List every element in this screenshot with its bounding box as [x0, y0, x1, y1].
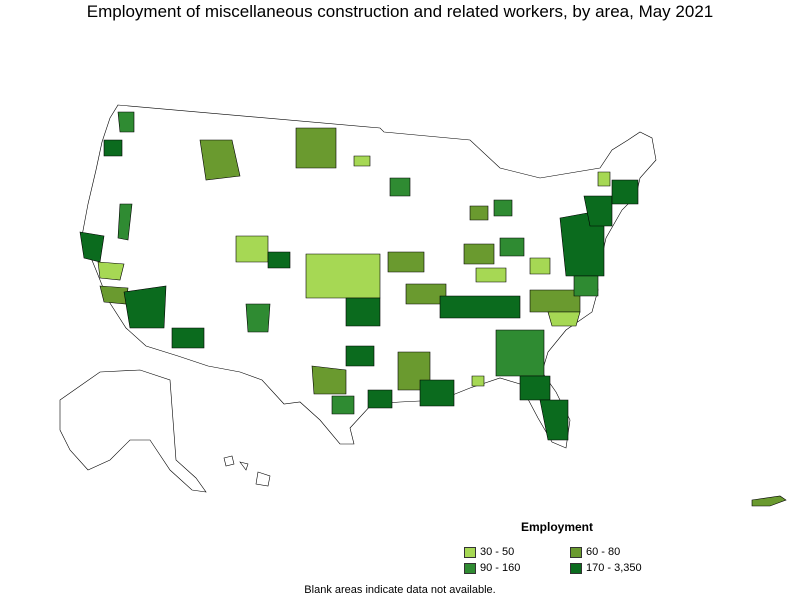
legend-item-170-3350: 170 - 3,350: [570, 562, 642, 574]
area-northeast-nd: [353, 155, 371, 167]
area-georgia: [495, 329, 545, 377]
area-south-florida: [539, 399, 569, 441]
area-montana-east: [295, 127, 337, 169]
area-wisconsin: [469, 205, 489, 221]
area-san-antonio: [331, 395, 355, 415]
area-new-orleans: [419, 379, 455, 407]
legend-item-60-80: 60 - 80: [570, 546, 620, 558]
area-michigan: [493, 199, 513, 217]
area-maine: [597, 171, 611, 187]
area-la: [99, 285, 129, 305]
legend-label: 90 - 160: [480, 562, 521, 574]
puerto-rico-outline: [751, 495, 787, 507]
area-dallas: [345, 345, 375, 367]
map-title: Employment of miscellaneous construction…: [86, 2, 714, 21]
area-new-york: [583, 195, 613, 227]
legend-label: 170 - 3,350: [586, 562, 642, 574]
area-houston: [367, 389, 393, 409]
area-utah: [235, 235, 269, 263]
legend-label: 30 - 50: [480, 546, 515, 558]
area-sf-bay: [79, 231, 105, 263]
area-denver: [267, 251, 291, 269]
area-alabama: [471, 375, 485, 387]
area-illinois: [463, 243, 495, 265]
alaska-outline: [59, 369, 207, 493]
area-seattle: [117, 111, 135, 133]
legend-swatch: [464, 562, 476, 574]
area-phoenix: [123, 285, 167, 329]
area-north-florida: [519, 375, 551, 401]
area-portland: [103, 139, 123, 157]
hawaii-island: [239, 461, 249, 471]
legend-item-90-160: 90 - 160: [464, 562, 520, 574]
area-virginia: [573, 275, 599, 297]
legend-swatch: [570, 546, 582, 558]
legend-item-30-50: 30 - 50: [464, 546, 514, 558]
area-nevada-west: [117, 203, 133, 241]
area-kentucky: [475, 267, 507, 283]
area-kansas: [305, 253, 381, 299]
area-missouri: [387, 251, 425, 273]
area-carolinas: [529, 289, 581, 313]
area-west-texas: [311, 365, 347, 395]
area-minnesota: [389, 177, 411, 197]
area-west-virginia: [529, 257, 551, 275]
area-oklahoma: [345, 297, 381, 327]
footnote: Blank areas indicate data not available.: [304, 584, 496, 596]
area-montana-west: [199, 139, 241, 181]
area-new-mexico: [245, 303, 271, 333]
area-tucson: [171, 327, 205, 349]
legend-swatch: [464, 546, 476, 558]
area-ohio: [499, 237, 525, 257]
area-new-england: [611, 179, 639, 205]
area-sc: [547, 311, 581, 327]
area-tennessee: [439, 295, 521, 319]
legend-swatch: [570, 562, 582, 574]
hawaii-island: [255, 471, 271, 487]
legend-title: Employment: [521, 520, 594, 534]
hawaii-island: [223, 455, 235, 467]
legend-label: 60 - 80: [586, 546, 621, 558]
area-central-valley: [97, 261, 125, 281]
